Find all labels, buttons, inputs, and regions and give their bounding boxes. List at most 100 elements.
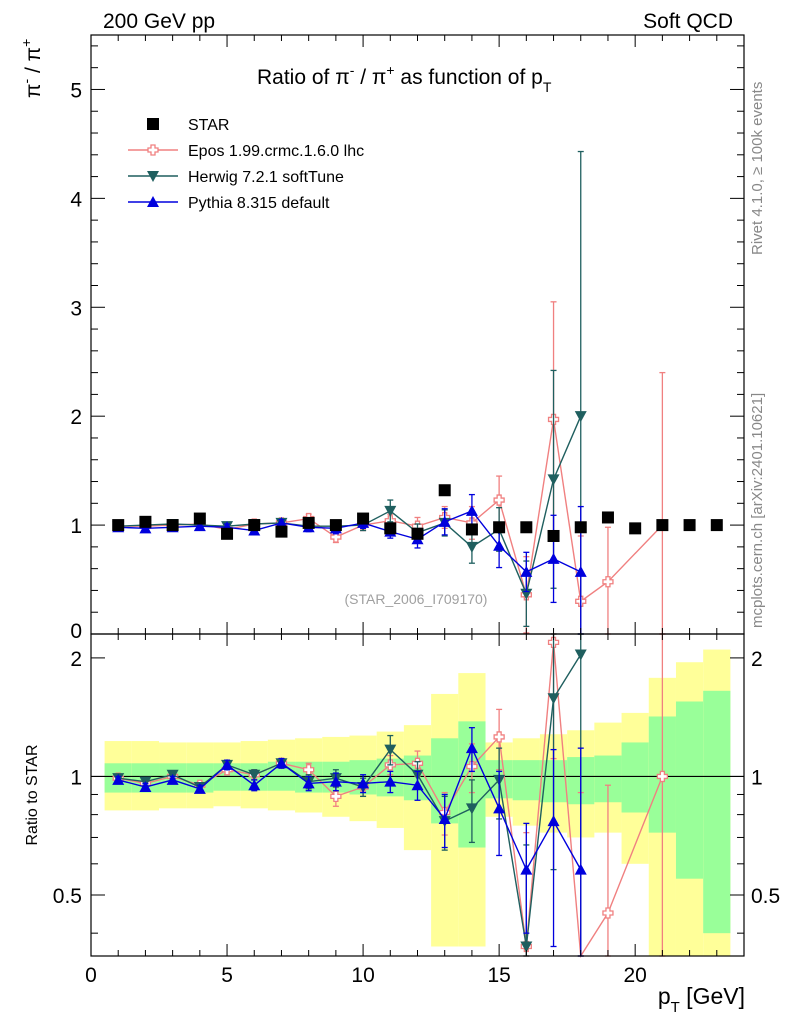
data-point-star [329, 519, 342, 532]
x-tick-label: 20 [623, 964, 646, 987]
legend-item-star: STAR [147, 117, 229, 134]
data-point-herwig [465, 541, 478, 553]
upper-series-group [112, 150, 723, 635]
upper-y-tick-label: 4 [70, 188, 82, 211]
data-point-herwig [465, 803, 478, 815]
legend-marker-epos [147, 144, 159, 156]
band-green [675, 701, 704, 879]
band-green [703, 690, 731, 934]
series-star [112, 484, 723, 542]
lower-y-label: Ratio to STAR [24, 744, 41, 845]
data-point-herwig [384, 744, 397, 756]
legend-label-epos: Epos 1.99.crmc.1.6.0 lhc [188, 143, 364, 160]
data-point-pythia [139, 522, 152, 534]
data-point-herwig [520, 941, 533, 953]
legend-item-pythia: Pythia 8.315 default [128, 195, 330, 212]
x-tick-label: 15 [487, 964, 510, 987]
data-point-pythia [438, 812, 451, 824]
data-point-pythia [520, 565, 533, 577]
legend-label-pythia: Pythia 8.315 default [188, 195, 330, 212]
x-tick-label: 5 [221, 964, 233, 987]
data-point-herwig [248, 769, 261, 781]
data-point-star [683, 519, 696, 532]
data-point-herwig [547, 474, 560, 486]
data-point-herwig [384, 505, 397, 517]
data-point-herwig [574, 411, 587, 423]
data-point-star [193, 512, 206, 525]
data-point-pythia [574, 863, 587, 875]
series-pythia [112, 727, 587, 957]
data-point-epos [656, 770, 669, 783]
data-point-pythia [520, 863, 533, 875]
legend-item-herwig: Herwig 7.2.1 softTune [128, 169, 344, 186]
data-point-epos [493, 731, 505, 743]
side-label-bottom: mcplots.cern.ch [arXiv:2401.10621] [749, 393, 766, 628]
legend: STAR Epos 1.99.crmc.1.6.0 lhc Herwig 7.2.1… [128, 117, 364, 212]
data-point-herwig [547, 693, 560, 705]
lower-y-tick-label: 0.5 [53, 885, 82, 908]
side-label-top: Rivet 4.1.0, ≥ 100k events [749, 82, 766, 255]
data-point-star [139, 515, 152, 528]
data-point-herwig [574, 649, 587, 661]
data-point-star [275, 525, 288, 538]
lower-y-tick-label-right: 0.5 [751, 885, 780, 908]
upper-y-tick-label: 2 [70, 406, 82, 429]
data-point-pythia [221, 758, 234, 770]
data-point-star [411, 527, 424, 540]
band-green [512, 760, 540, 801]
lower-y-tick-label: 1 [70, 766, 82, 789]
data-point-pythia [384, 775, 397, 787]
legend-marker-herwig [147, 171, 159, 182]
data-point-star [493, 521, 506, 534]
lower-y-tick-label-right: 1 [751, 766, 763, 789]
data-point-pythia [193, 782, 206, 794]
data-point-epos [602, 907, 614, 919]
data-point-star [520, 521, 533, 534]
legend-item-epos: Epos 1.99.crmc.1.6.0 lhc [128, 143, 364, 160]
data-point-pythia [166, 773, 179, 785]
data-point-star [302, 516, 315, 529]
data-point-pythia [275, 757, 288, 769]
x-tick-label: 0 [85, 964, 97, 987]
legend-marker-star [147, 118, 159, 130]
data-point-pythia [547, 552, 560, 564]
data-point-epos [330, 790, 342, 803]
lower-y-tick-label: 2 [70, 648, 82, 671]
data-point-star [112, 519, 125, 532]
data-point-pythia [139, 781, 152, 793]
data-point-star [710, 519, 723, 532]
upper-y-tick-label: 0 [70, 620, 82, 643]
lower-series-group [112, 633, 669, 959]
main-title: Ratio of π- / π+ as function of pT [257, 62, 552, 95]
upper-y-tick-label: 3 [70, 297, 82, 320]
upper-y-label: π- / π+ [18, 39, 45, 98]
data-point-star [438, 484, 451, 497]
data-point-star [574, 521, 587, 534]
data-point-star [166, 519, 179, 532]
data-point-star [221, 527, 234, 540]
data-point-star [656, 519, 669, 532]
data-point-pythia [329, 775, 342, 787]
data-point-star [248, 519, 261, 532]
data-point-epos [602, 576, 614, 588]
data-point-pythia [493, 539, 506, 551]
data-point-epos [493, 494, 505, 506]
header-right: Soft QCD [643, 10, 733, 33]
upper-y-tick-label: 1 [70, 515, 82, 538]
data-point-pythia [438, 515, 451, 527]
upper-y-tick-label: 5 [70, 79, 82, 102]
header-left: 200 GeV pp [103, 10, 215, 33]
legend-marker-pythia [147, 196, 159, 207]
data-point-pythia [465, 504, 478, 516]
series-pythia [112, 493, 587, 635]
data-point-pythia [112, 773, 125, 785]
data-point-pythia [493, 802, 506, 814]
band-green [621, 742, 649, 813]
axes-group: 0 5 10 15 20 1 2 3 4 5 0 0.5 0.5 1 1 2 2 [53, 34, 780, 987]
legend-label-herwig: Herwig 7.2.1 softTune [188, 169, 344, 186]
x-tick-label: 10 [351, 964, 374, 987]
x-axis-label: pT [GeV] [658, 983, 745, 1016]
data-point-pythia [465, 742, 478, 754]
data-point-pythia [275, 516, 288, 528]
